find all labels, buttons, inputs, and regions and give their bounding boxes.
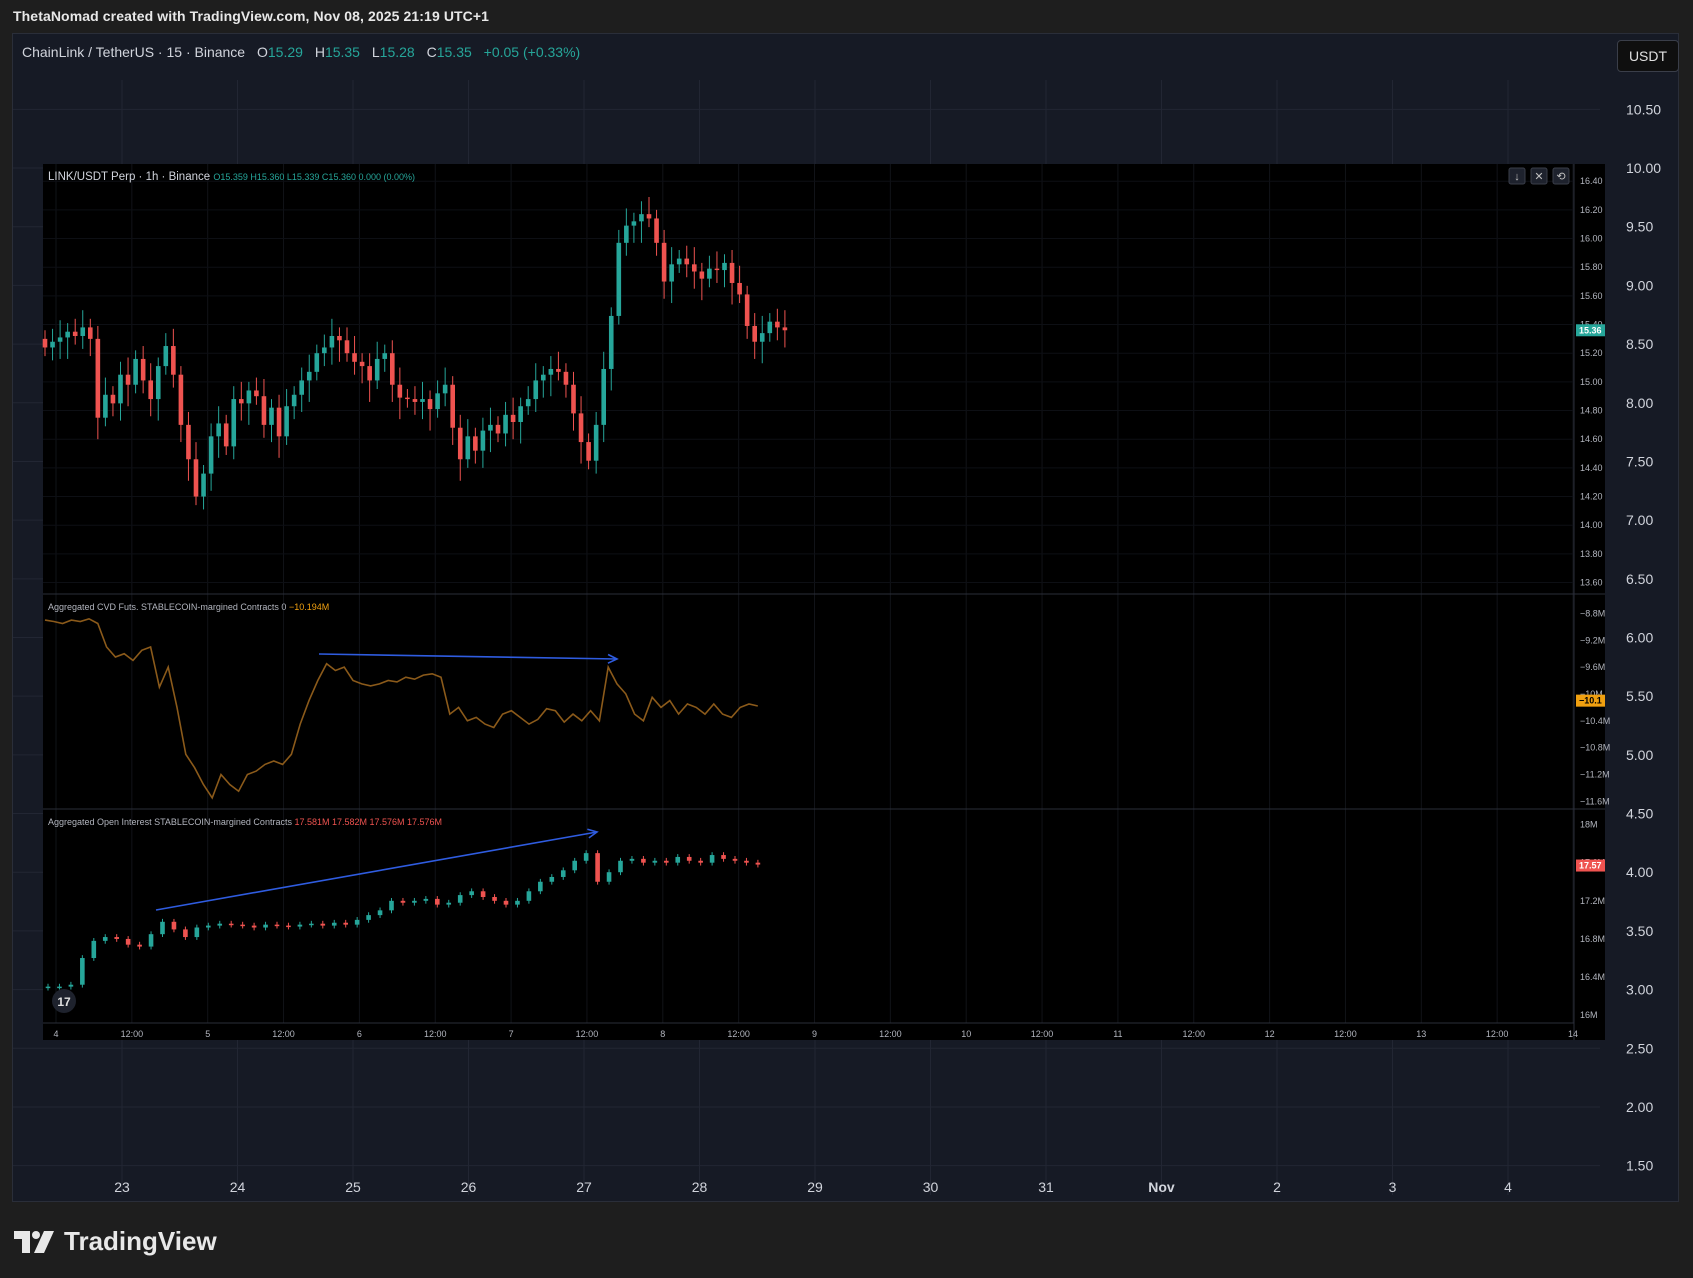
symbol-label[interactable]: ChainLink / TetherUS · 15 · Binance xyxy=(22,44,246,60)
chart-attribution: ThetaNomad created with TradingView.com,… xyxy=(13,8,490,24)
footer-logo[interactable]: TradingView xyxy=(14,1226,217,1257)
close-value: 15.35 xyxy=(436,44,472,60)
close-label: C xyxy=(426,44,437,60)
high-label: H xyxy=(314,44,325,60)
change-value: +0.05 (+0.33%) xyxy=(483,44,581,60)
low-label: L xyxy=(371,44,380,60)
main-legend: ChainLink / TetherUS · 15 · Binance O15.… xyxy=(22,44,580,60)
chart-frame xyxy=(12,33,1679,1202)
low-value: 15.28 xyxy=(379,44,415,60)
high-value: 15.35 xyxy=(324,44,360,60)
currency-button[interactable]: USDT xyxy=(1617,40,1679,72)
footer-brand: TradingView xyxy=(64,1226,217,1256)
tradingview-logo-icon xyxy=(14,1230,54,1253)
open-value: 15.29 xyxy=(267,44,303,60)
open-label: O xyxy=(256,44,268,60)
